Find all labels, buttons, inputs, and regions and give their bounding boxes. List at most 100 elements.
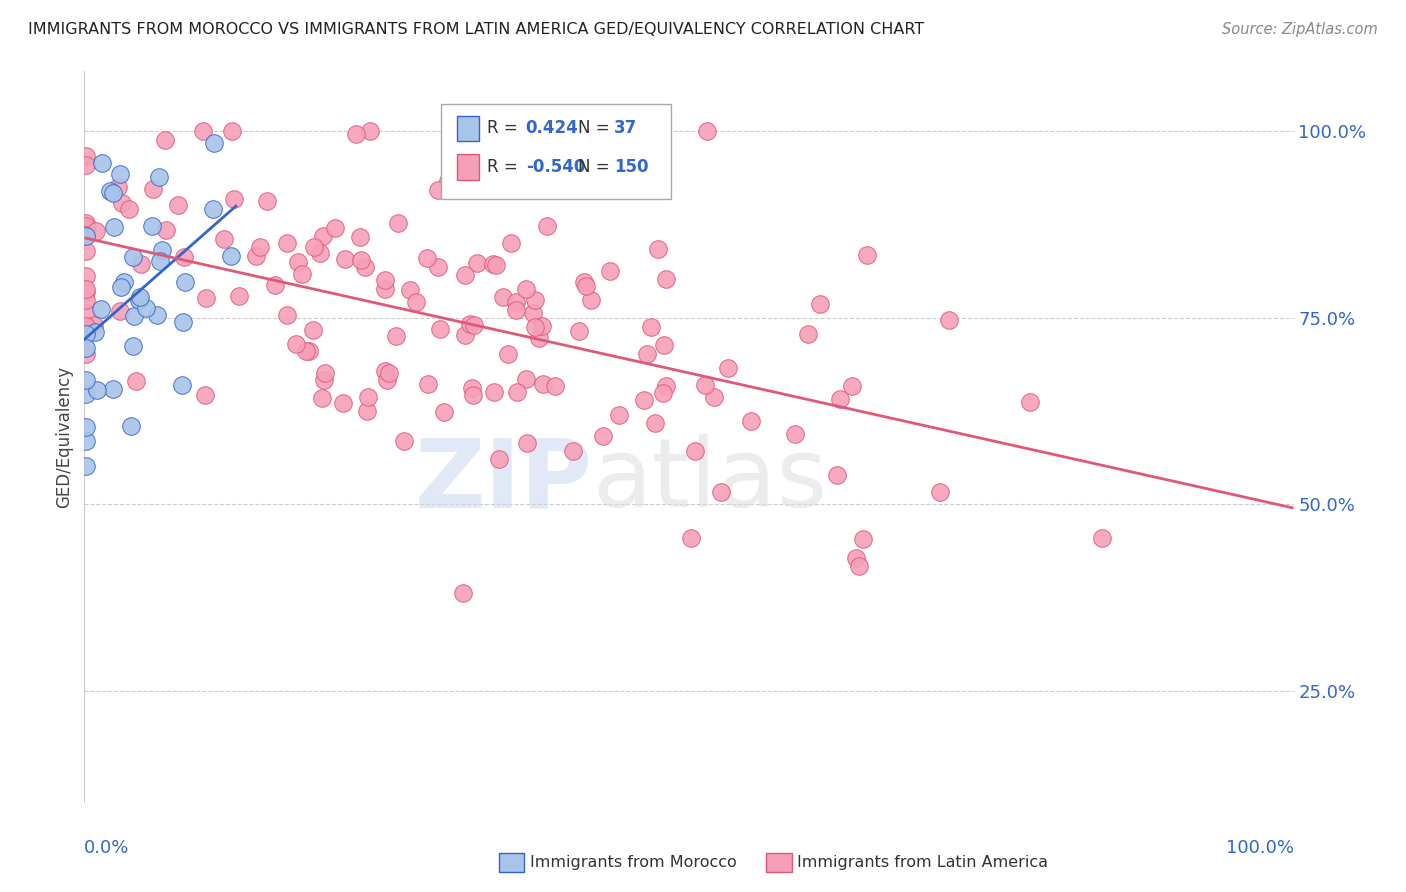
Point [359, 124, 381, 138]
Point [125, 374, 148, 388]
Point [121, 339, 143, 353]
Point [374, 273, 396, 287]
Text: -0.540: -0.540 [526, 158, 585, 176]
Point [683, 443, 706, 458]
Point [644, 416, 666, 430]
Point [633, 393, 655, 408]
Point [938, 313, 960, 327]
Point [75, 227, 97, 242]
Point [101, 382, 124, 396]
Point [75, 293, 97, 308]
Point [276, 308, 298, 322]
Point [312, 229, 335, 244]
Point [353, 260, 375, 274]
Text: N =: N = [578, 158, 609, 176]
Point [75, 459, 97, 474]
Point [84, 224, 107, 238]
Point [830, 392, 852, 406]
Point [103, 219, 125, 234]
Point [245, 249, 267, 263]
Point [463, 318, 485, 332]
Point [783, 426, 806, 441]
Point [75, 327, 97, 342]
Point [108, 167, 131, 181]
Point [485, 259, 508, 273]
Point [344, 127, 367, 141]
Point [640, 319, 662, 334]
Point [543, 379, 565, 393]
Point [256, 194, 278, 209]
Point [647, 242, 669, 256]
Point [519, 179, 541, 194]
Point [148, 170, 170, 185]
Y-axis label: GED/Equivalency: GED/Equivalency [55, 366, 73, 508]
Point [505, 302, 527, 317]
Point [374, 282, 396, 296]
Text: N =: N = [578, 120, 609, 137]
Point [332, 395, 354, 409]
Point [505, 295, 527, 310]
Point [481, 257, 503, 271]
Point [592, 429, 614, 443]
Point [150, 244, 173, 258]
Text: ZIP: ZIP [415, 434, 592, 527]
Text: IMMIGRANTS FROM MOROCCO VS IMMIGRANTS FROM LATIN AMERICA GED/EQUIVALENCY CORRELA: IMMIGRANTS FROM MOROCCO VS IMMIGRANTS FR… [28, 22, 924, 37]
Point [75, 285, 97, 299]
Point [153, 133, 176, 147]
Point [636, 347, 658, 361]
Point [426, 260, 449, 275]
Point [121, 250, 143, 264]
Point [75, 373, 97, 387]
Point [110, 280, 132, 294]
Point [302, 323, 325, 337]
Point [1018, 395, 1040, 409]
Point [170, 378, 193, 392]
Point [291, 267, 314, 281]
Point [531, 376, 554, 391]
Point [496, 347, 519, 361]
Point [350, 253, 373, 268]
Point [392, 434, 415, 448]
Point [482, 385, 505, 400]
Text: 150: 150 [614, 158, 648, 176]
Point [522, 306, 544, 320]
Point [385, 328, 408, 343]
Point [141, 219, 163, 233]
Text: 100.0%: 100.0% [1226, 839, 1294, 857]
Point [562, 444, 585, 458]
Point [841, 379, 863, 393]
Point [249, 240, 271, 254]
Point [696, 124, 718, 138]
Point [295, 344, 318, 359]
Point [693, 378, 716, 392]
Point [264, 277, 287, 292]
Point [465, 256, 488, 270]
Point [655, 379, 678, 393]
Point [1091, 531, 1114, 545]
Point [118, 202, 141, 217]
Point [568, 324, 591, 338]
Point [173, 275, 195, 289]
Point [128, 293, 150, 308]
Point [83, 318, 105, 332]
Point [492, 290, 515, 304]
Point [302, 240, 325, 254]
Point [75, 319, 97, 334]
Point [201, 202, 224, 216]
Point [194, 291, 217, 305]
Point [75, 221, 97, 235]
Text: Source: ZipAtlas.com: Source: ZipAtlas.com [1222, 22, 1378, 37]
Point [155, 223, 177, 237]
Point [219, 249, 242, 263]
FancyBboxPatch shape [457, 154, 478, 180]
Point [461, 388, 484, 402]
Point [308, 246, 330, 260]
Point [166, 198, 188, 212]
Point [333, 252, 356, 267]
Point [527, 331, 550, 345]
Point [523, 320, 546, 334]
Point [75, 347, 97, 361]
Point [228, 289, 250, 303]
Text: 0.0%: 0.0% [84, 839, 129, 857]
Point [298, 344, 321, 359]
